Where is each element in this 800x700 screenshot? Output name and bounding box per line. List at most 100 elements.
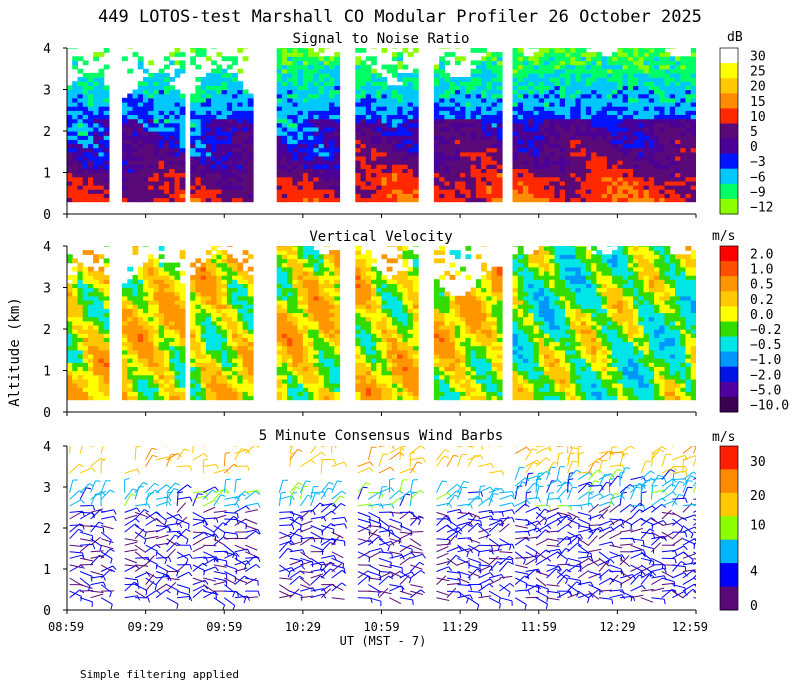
snr-cell: [685, 143, 692, 149]
velocity-cell: [292, 378, 299, 384]
snr-cell: [365, 180, 372, 186]
snr-cell: [512, 197, 519, 203]
snr-cell: [158, 72, 165, 78]
snr-cell: [533, 151, 540, 157]
velocity-cell: [276, 387, 283, 392]
snr-cell: [67, 155, 73, 161]
snr-cell: [93, 139, 99, 145]
snr-cell: [195, 180, 202, 186]
snr-cell: [648, 72, 655, 78]
snr-cell: [585, 151, 592, 157]
snr-cell: [622, 68, 629, 74]
velocity-cell: [205, 287, 212, 293]
snr-cell: [606, 168, 613, 174]
snr-cell: [153, 184, 160, 190]
snr-cell: [486, 114, 493, 120]
velocity-cell: [169, 378, 175, 384]
snr-cell: [82, 126, 89, 132]
snr-cell: [158, 176, 165, 182]
snr-cell: [570, 101, 576, 107]
snr-cell: [512, 101, 519, 107]
snr-cell: [397, 143, 403, 149]
snr-cell: [360, 101, 367, 107]
snr-cell: [549, 180, 555, 186]
snr-cell: [538, 52, 545, 57]
colorbar-label: −6: [750, 170, 766, 185]
snr-cell: [617, 93, 624, 99]
snr-cell: [276, 60, 283, 66]
snr-cell: [226, 97, 233, 103]
snr-cell: [93, 197, 99, 203]
snr-cell: [143, 160, 149, 165]
snr-cell: [538, 85, 545, 91]
snr-cell: [449, 189, 456, 194]
snr-cell: [533, 197, 540, 203]
snr-cell: [549, 139, 555, 145]
snr-cell: [465, 176, 472, 182]
snr-cell: [226, 56, 233, 62]
snr-cell: [397, 176, 403, 182]
snr-cell: [174, 184, 181, 190]
velocity-cell: [169, 291, 175, 297]
velocity-cell: [190, 308, 196, 314]
velocity-cell: [302, 262, 309, 268]
snr-cell: [643, 143, 650, 149]
snr-cell: [533, 147, 540, 153]
snr-cell: [308, 151, 314, 157]
velocity-cell: [302, 320, 309, 326]
velocity-cell: [132, 291, 139, 297]
snr-cell: [633, 193, 639, 199]
snr-cell: [528, 101, 535, 107]
velocity-cell: [247, 312, 254, 318]
snr-cell: [680, 85, 687, 91]
snr-cell: [643, 118, 650, 124]
snr-cell: [596, 189, 603, 194]
velocity-cell: [179, 299, 186, 305]
snr-cell: [454, 151, 461, 157]
snr-cell: [549, 126, 555, 132]
velocity-cell: [143, 308, 149, 314]
snr-cell: [242, 147, 249, 153]
snr-cell: [690, 180, 696, 186]
snr-cell: [517, 68, 524, 74]
snr-cell: [153, 97, 160, 103]
velocity-cell: [302, 304, 309, 309]
snr-cell: [601, 139, 608, 145]
velocity-cell: [216, 304, 223, 309]
velocity-cell: [302, 266, 309, 272]
snr-cell: [606, 197, 613, 203]
velocity-cell: [132, 395, 139, 401]
velocity-cell: [158, 262, 165, 268]
snr-cell: [627, 143, 634, 149]
snr-cell: [659, 197, 666, 203]
snr-cell: [88, 77, 94, 82]
y-tick-label: 1: [43, 167, 51, 182]
snr-cell: [88, 193, 94, 199]
snr-cell: [538, 122, 545, 128]
velocity-cell: [237, 337, 244, 343]
snr-cell: [205, 135, 212, 140]
velocity-cell: [127, 329, 134, 334]
velocity-cell: [153, 279, 160, 284]
snr-cell: [174, 114, 181, 120]
snr-cell: [82, 184, 89, 190]
snr-cell: [287, 143, 293, 149]
snr-cell: [517, 93, 524, 99]
snr-cell: [606, 176, 613, 182]
velocity-cell: [158, 395, 165, 401]
snr-cell: [169, 168, 175, 174]
snr-cell: [211, 81, 217, 86]
snr-cell: [247, 180, 254, 186]
snr-cell: [281, 193, 288, 199]
snr-cell: [565, 77, 571, 82]
velocity-cell: [164, 362, 170, 367]
snr-cell: [580, 77, 587, 82]
snr-cell: [617, 151, 624, 157]
velocity-cell: [205, 383, 212, 388]
velocity-cell: [190, 387, 196, 392]
snr-cell: [685, 147, 692, 153]
velocity-cell: [292, 395, 299, 401]
snr-cell: [407, 151, 414, 157]
snr-cell: [371, 126, 377, 132]
snr-cell: [638, 197, 645, 203]
